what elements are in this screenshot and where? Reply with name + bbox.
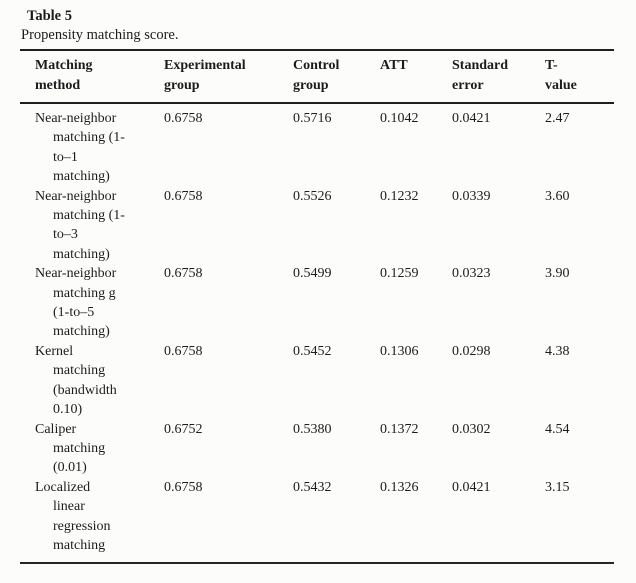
cell-t-value: 4.54 (545, 421, 570, 437)
column-header-matching-method: Matching method (20, 50, 164, 104)
column-header-t-value: T- value (545, 50, 614, 104)
table-row: Caliper matching (0.01) 0.6752 0.5380 0.… (20, 420, 614, 478)
cell-t-value: 3.90 (545, 266, 570, 282)
cell-experimental-group: 0.6758 (164, 343, 203, 359)
column-header-standard-error: Standard error (452, 50, 545, 104)
cell-standard-error: 0.0421 (452, 111, 491, 126)
cell-matching-method: Near-neighbor matching (1- to–1 matching… (35, 111, 125, 185)
cell-control-group: 0.5432 (293, 479, 332, 495)
cell-matching-method: Kernel matching (bandwidth 0.10) (35, 343, 117, 418)
propensity-matching-table: Matching method Experimental group Contr… (20, 49, 614, 565)
cell-t-value: 3.15 (545, 479, 570, 495)
cell-standard-error: 0.0339 (452, 188, 491, 204)
cell-control-group: 0.5526 (293, 188, 332, 204)
cell-matching-method: Localized linear regression matching (35, 479, 111, 553)
cell-control-group: 0.5716 (293, 111, 332, 126)
cell-experimental-group: 0.6758 (164, 188, 203, 204)
cell-standard-error: 0.0323 (452, 266, 491, 282)
cell-control-group: 0.5452 (293, 343, 332, 359)
table-row: Near-neighbor matching (1- to–3 matching… (20, 187, 614, 265)
column-header-att: ATT (380, 50, 452, 104)
cell-att: 0.1259 (380, 266, 419, 282)
cell-t-value: 2.47 (545, 111, 570, 126)
cell-matching-method: Near-neighbor matching g (1-to–5 matchin… (35, 266, 117, 340)
header-row: Matching method Experimental group Contr… (20, 50, 614, 104)
column-header-experimental-group: Experimental group (164, 50, 293, 104)
cell-att: 0.1372 (380, 421, 419, 437)
cell-experimental-group: 0.6758 (164, 111, 203, 126)
cell-t-value: 3.60 (545, 188, 570, 204)
cell-control-group: 0.5499 (293, 266, 332, 282)
cell-t-value: 4.38 (545, 343, 570, 359)
cell-att: 0.1042 (380, 111, 419, 126)
cell-att: 0.1232 (380, 188, 419, 204)
cell-experimental-group: 0.6758 (164, 266, 203, 282)
table-row: Near-neighbor matching g (1-to–5 matchin… (20, 264, 614, 342)
cell-matching-method: Caliper matching (0.01) (35, 421, 106, 476)
cell-standard-error: 0.0421 (452, 479, 491, 495)
cell-experimental-group: 0.6752 (164, 421, 203, 437)
cell-experimental-group: 0.6758 (164, 479, 203, 495)
table-label: Table 5 (27, 8, 72, 24)
table-row: Near-neighbor matching (1- to–1 matching… (20, 103, 614, 187)
table-body: Near-neighbor matching (1- to–1 matching… (20, 103, 614, 563)
table-row: Localized linear regression matching 0.6… (20, 478, 614, 564)
column-header-control-group: Control group (293, 50, 380, 104)
cell-att: 0.1306 (380, 343, 419, 359)
cell-standard-error: 0.0302 (452, 421, 491, 437)
table-row: Kernel matching (bandwidth 0.10) 0.6758 … (20, 342, 614, 420)
cell-control-group: 0.5380 (293, 421, 332, 437)
cell-att: 0.1326 (380, 479, 419, 495)
table-caption: Propensity matching score. (21, 27, 179, 43)
cell-matching-method: Near-neighbor matching (1- to–3 matching… (35, 188, 125, 262)
table-header: Matching method Experimental group Contr… (20, 50, 614, 104)
cell-standard-error: 0.0298 (452, 343, 491, 359)
